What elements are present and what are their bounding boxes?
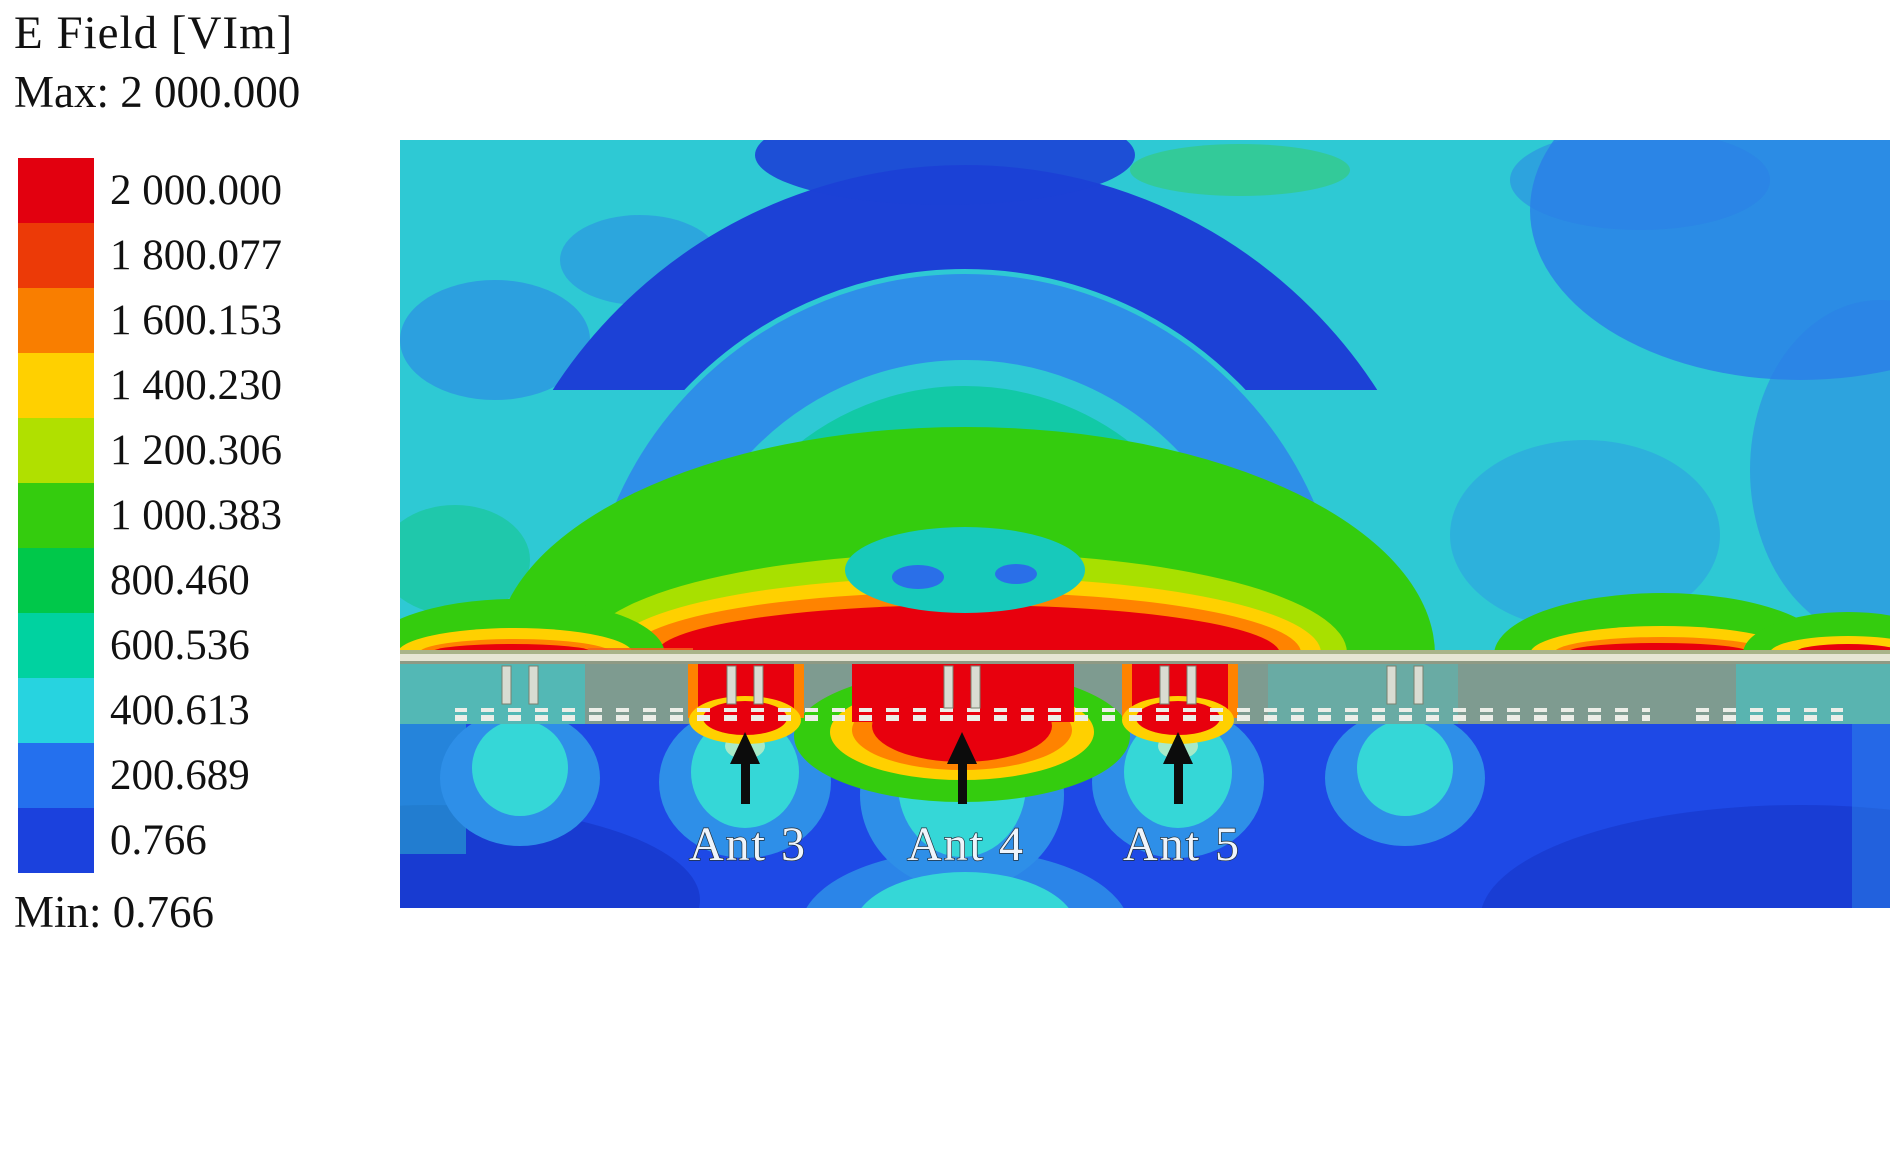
colorbar-entry: 1 200.306: [18, 418, 282, 483]
ant-4-label: Ant 4: [907, 818, 1025, 871]
legend-min-label: Min: 0.766: [14, 887, 215, 937]
ant-3-arrow-icon: [730, 732, 760, 804]
colorbar-swatch: [18, 613, 94, 678]
colorbar-value: 600.536: [110, 622, 250, 669]
ant-3-label: Ant 3: [689, 818, 807, 871]
ant-5-arrow-icon: [1163, 732, 1193, 804]
colorbar-entry: 800.460: [18, 548, 282, 613]
colorbar-swatch: [18, 483, 94, 548]
field-map: Ant 3 Ant 4 Ant 5: [400, 140, 1890, 908]
colorbar-entry: 1 000.383: [18, 483, 282, 548]
colorbar-value: 0.766: [110, 817, 207, 864]
ant-4-arrow-icon: [947, 732, 977, 804]
colorbar: 2 000.000 1 800.077 1 600.153 1 400.230 …: [18, 158, 282, 873]
colorbar-swatch: [18, 418, 94, 483]
colorbar-value: 200.689: [110, 752, 250, 799]
colorbar-legend: E Field [VIm] Max: 2 000.000 2 000.000 1…: [0, 0, 400, 1167]
legend-title: E Field [VIm]: [14, 7, 294, 59]
colorbar-value: 400.613: [110, 687, 250, 734]
colorbar-entry: 2 000.000: [18, 158, 282, 223]
colorbar-value: 1 600.153: [110, 297, 282, 344]
colorbar-entry: 400.613: [18, 678, 282, 743]
colorbar-swatch: [18, 353, 94, 418]
colorbar-entry: 1 800.077: [18, 223, 282, 288]
colorbar-value: 2 000.000: [110, 167, 282, 214]
pcb-board-line: [400, 650, 1890, 664]
colorbar-value: 1 400.230: [110, 362, 282, 409]
colorbar-entry: 1 400.230: [18, 353, 282, 418]
colorbar-value: 1 800.077: [110, 232, 282, 279]
colorbar-value: 1 200.306: [110, 427, 282, 474]
ant-5-label: Ant 5: [1123, 818, 1241, 871]
colorbar-entry: 200.689: [18, 743, 282, 808]
legend-max-label: Max: 2 000.000: [14, 67, 301, 117]
colorbar-swatch: [18, 223, 94, 288]
colorbar-entry: 1 600.153: [18, 288, 282, 353]
annotation-arrows: [730, 732, 1193, 804]
colorbar-swatch: [18, 808, 94, 873]
field-plot: Ant 3 Ant 4 Ant 5: [400, 140, 1890, 908]
colorbar-swatch: [18, 548, 94, 613]
colorbar-swatch: [18, 288, 94, 353]
colorbar-swatch: [18, 678, 94, 743]
colorbar-value: 1 000.383: [110, 492, 282, 539]
colorbar-entry: 0.766: [18, 808, 282, 873]
colorbar-swatch: [18, 158, 94, 223]
annotation-labels: Ant 3 Ant 4 Ant 5: [688, 817, 1241, 871]
colorbar-value: 800.460: [110, 557, 250, 604]
colorbar-entry: 600.536: [18, 613, 282, 678]
component-strip: [400, 664, 1890, 802]
colorbar-swatch: [18, 743, 94, 808]
